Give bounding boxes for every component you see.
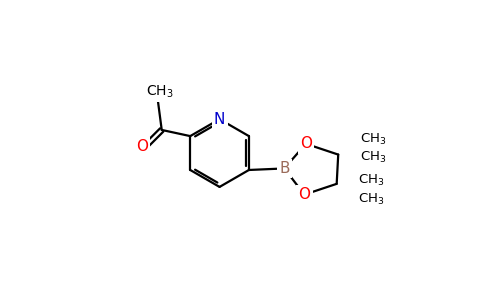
Text: O: O: [136, 140, 148, 154]
Text: O: O: [298, 187, 310, 202]
Text: N: N: [214, 112, 225, 127]
Text: CH$_3$: CH$_3$: [146, 83, 173, 100]
Text: O: O: [300, 136, 312, 151]
Text: CH$_3$: CH$_3$: [358, 173, 385, 188]
Text: CH$_3$: CH$_3$: [358, 192, 385, 207]
Text: CH$_3$: CH$_3$: [360, 132, 386, 147]
Text: B: B: [279, 161, 289, 176]
Text: CH$_3$: CH$_3$: [360, 150, 386, 165]
